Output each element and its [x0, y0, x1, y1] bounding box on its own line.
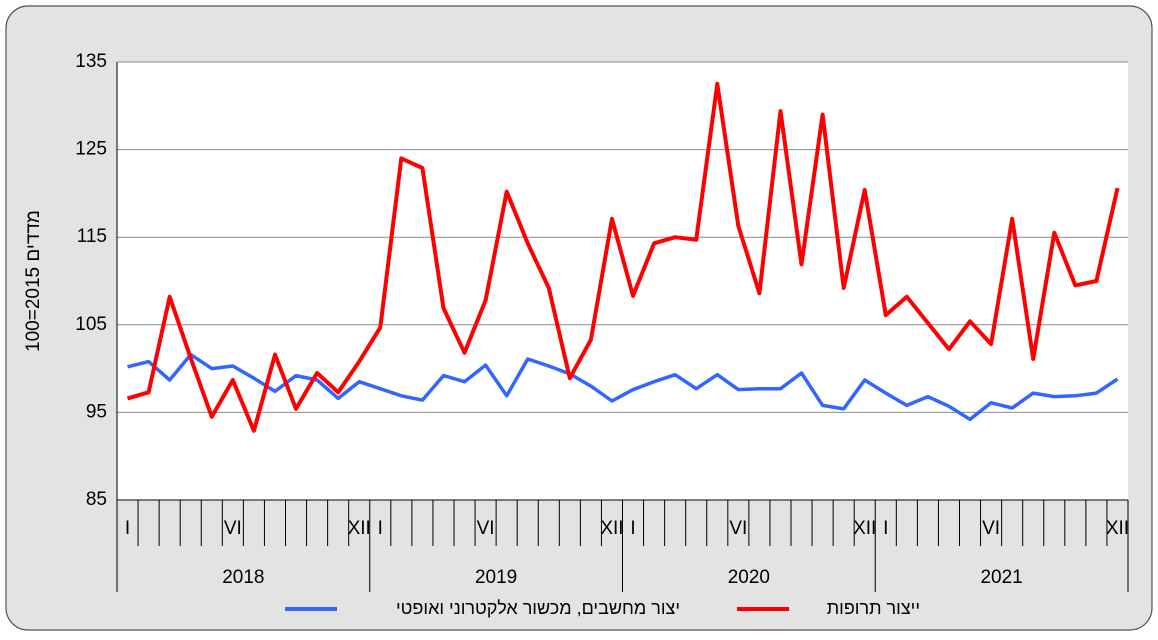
x-tick-label: XII [1106, 518, 1129, 539]
x-tick-label: XII [348, 518, 371, 539]
x-tick-label: VI [224, 518, 242, 539]
y-axis-label: מדדים 2015=100 [23, 210, 44, 352]
x-tick-label: XII [600, 518, 623, 539]
x-tick-label: VI [982, 518, 1000, 539]
y-tick-label: 115 [77, 226, 107, 247]
y-tick-label: 135 [75, 51, 107, 72]
y-tick-label: 125 [75, 139, 107, 160]
x-tick-label: VI [477, 518, 495, 539]
plot-area [117, 62, 1128, 500]
legend-label: ייצור תרופות [827, 598, 920, 618]
x-tick-label: VI [729, 518, 747, 539]
x-tick-label: I [125, 518, 130, 539]
x-tick-label: I [378, 518, 383, 539]
year-label: 2019 [475, 567, 517, 588]
legend-label: יצור מחשבים, מכשור אלקטרוני ואופטי [396, 598, 680, 618]
year-label: 2018 [222, 567, 264, 588]
y-tick-label: 85 [86, 489, 107, 510]
x-tick-label: I [630, 518, 635, 539]
x-tick-label: I [883, 518, 888, 539]
y-tick-label: 105 [75, 314, 107, 335]
series-line [126, 81, 1120, 433]
year-label: 2020 [728, 567, 770, 588]
y-tick-label: 95 [86, 401, 107, 422]
x-tick-label: XII [853, 518, 876, 539]
series-line [127, 352, 1119, 422]
year-label: 2021 [980, 567, 1022, 588]
